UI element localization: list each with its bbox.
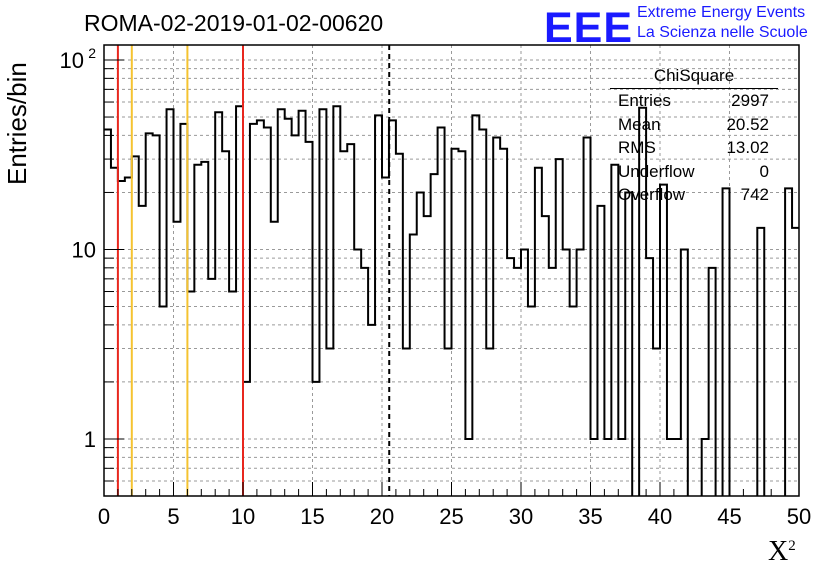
x-tick-label: 45 (717, 504, 741, 529)
x-tick-label: 30 (509, 504, 533, 529)
stats-rows: Entries 2997 Mean 20.52 RMS 13.02 Underflow 0 Ov… (610, 89, 778, 207)
stats-row-mean: Mean 20.52 (610, 113, 778, 137)
stats-label: Underflow (618, 161, 695, 181)
stats-row-rms: RMS 13.02 (610, 136, 778, 160)
stats-value: 13.02 (726, 138, 769, 157)
stats-row-overflow: Overflow 742 (610, 183, 778, 207)
x-axis-label: X2 (768, 536, 796, 568)
y-tick-label: 10 (60, 48, 84, 73)
stats-value: 742 (740, 185, 769, 204)
stats-label: Entries (618, 91, 671, 110)
x-tick-label: 0 (98, 504, 110, 529)
stats-value: 20.52 (726, 114, 769, 134)
brand-line-2: La Scienza nelle Scuole (637, 24, 808, 41)
x-tick-label: 20 (370, 504, 394, 529)
stats-box: ChiSquare Entries 2997 Mean 20.52 RMS 13.02 Un… (610, 66, 778, 207)
stats-row-underflow: Underflow 0 (610, 160, 778, 184)
x-axis-label-base: X (768, 536, 789, 567)
stats-label: RMS (618, 138, 656, 157)
stats-value: 0 (759, 161, 769, 181)
y-tick-label-sup: 2 (88, 45, 96, 61)
x-tick-label: 5 (167, 504, 179, 529)
y-tick-label: 1 (84, 427, 96, 452)
x-tick-label: 40 (648, 504, 672, 529)
x-tick-label: 15 (300, 504, 324, 529)
x-tick-label: 25 (439, 504, 463, 529)
y-tick-label: 10 (72, 237, 96, 262)
eee-logo: EEE (544, 4, 634, 52)
histogram-series (104, 105, 799, 496)
x-axis-label-sup: 2 (788, 538, 796, 554)
stats-label: Overflow (618, 185, 686, 204)
brand-line-1: Extreme Energy Events (637, 4, 806, 21)
stats-title: ChiSquare (610, 66, 778, 89)
x-tick-label: 50 (787, 504, 811, 529)
x-tick-label: 10 (231, 504, 255, 529)
x-tick-label: 35 (578, 504, 602, 529)
stats-value: 2997 (731, 91, 769, 110)
stats-row-entries: Entries 2997 (610, 89, 778, 113)
histogram-title: ROMA-02-2019-01-02-00620 (84, 10, 384, 36)
stats-label: Mean (618, 114, 661, 134)
